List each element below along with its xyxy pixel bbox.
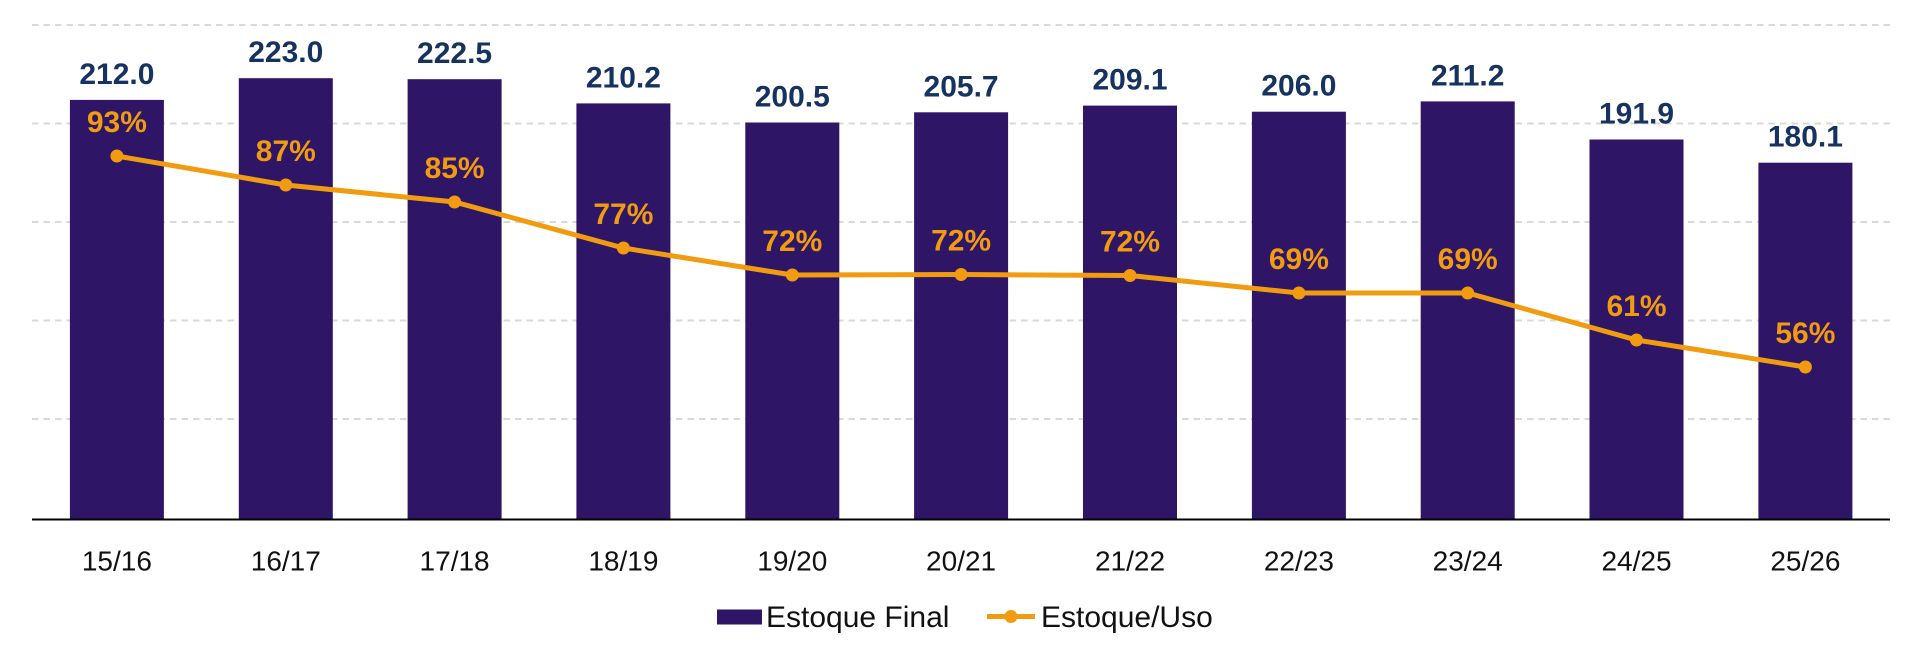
svg-text:210.2: 210.2 (586, 61, 661, 94)
svg-text:180.1: 180.1 (1768, 121, 1843, 154)
svg-text:22/23: 22/23 (1264, 546, 1334, 577)
svg-text:18/19: 18/19 (588, 546, 658, 577)
svg-text:25/26: 25/26 (1770, 546, 1840, 577)
svg-text:222.5: 222.5 (417, 37, 492, 70)
svg-text:Estoque/Uso: Estoque/Uso (1041, 601, 1213, 634)
svg-text:20/21: 20/21 (926, 546, 996, 577)
svg-text:209.1: 209.1 (1092, 64, 1167, 97)
svg-text:212.0: 212.0 (79, 58, 154, 91)
svg-text:223.0: 223.0 (248, 36, 323, 69)
svg-text:211.2: 211.2 (1431, 59, 1504, 92)
svg-text:69%: 69% (1438, 243, 1498, 276)
svg-text:56%: 56% (1775, 317, 1835, 350)
svg-text:21/22: 21/22 (1095, 546, 1165, 577)
svg-text:72%: 72% (1100, 226, 1160, 259)
svg-text:19/20: 19/20 (757, 546, 827, 577)
svg-text:77%: 77% (593, 198, 653, 231)
svg-text:24/25: 24/25 (1601, 546, 1671, 577)
svg-text:205.7: 205.7 (924, 70, 999, 103)
svg-text:191.9: 191.9 (1599, 98, 1674, 131)
svg-text:87%: 87% (256, 135, 316, 168)
svg-text:16/17: 16/17 (251, 546, 321, 577)
svg-text:200.5: 200.5 (755, 81, 830, 114)
svg-text:206.0: 206.0 (1261, 70, 1336, 103)
svg-text:72%: 72% (762, 225, 822, 258)
svg-text:Estoque Final: Estoque Final (766, 601, 949, 634)
svg-text:69%: 69% (1269, 243, 1329, 276)
svg-text:61%: 61% (1606, 290, 1666, 323)
svg-text:85%: 85% (425, 152, 485, 185)
svg-text:72%: 72% (931, 225, 991, 258)
svg-text:15/16: 15/16 (82, 546, 152, 577)
svg-text:93%: 93% (87, 106, 147, 139)
svg-text:23/24: 23/24 (1433, 546, 1503, 577)
svg-text:17/18: 17/18 (420, 546, 490, 577)
